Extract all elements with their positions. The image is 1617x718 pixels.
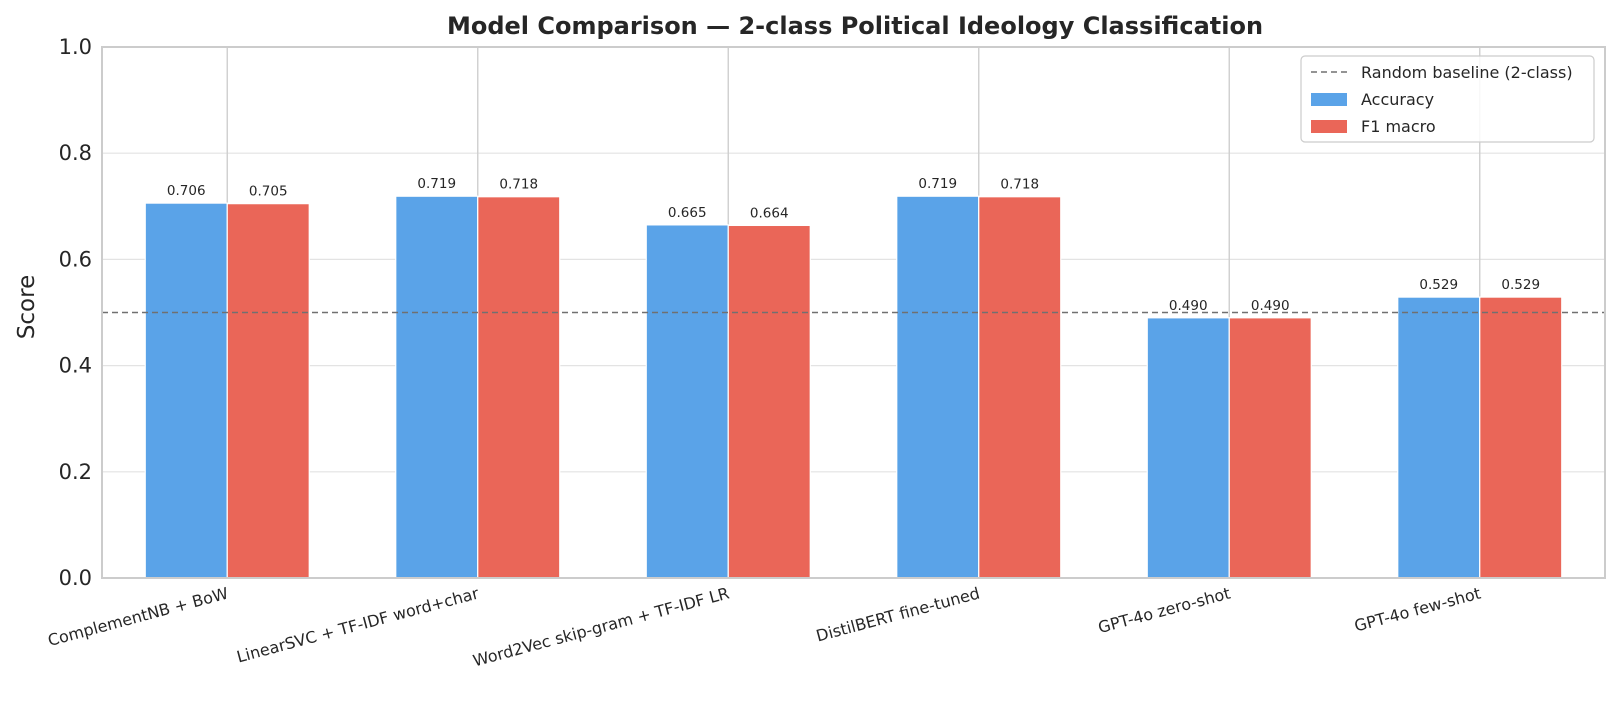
plot-frame [101,46,1606,579]
legend-swatch [1311,120,1347,133]
data-label: 0.665 [668,205,707,221]
bar[interactable] [896,195,980,579]
data-label: 0.718 [1000,177,1039,193]
data-label: 0.529 [1419,277,1458,293]
bars [144,195,1563,579]
data-label: 0.664 [750,205,789,221]
legend-label: Random baseline (2-class) [1361,63,1573,82]
bar[interactable] [144,202,228,579]
chart-title: Model Comparison — 2-class Political Ide… [447,12,1263,40]
x-tick-label: GPT-4o zero-shot [1096,584,1232,638]
y-tick-label: 0.2 [59,460,92,484]
bar[interactable] [727,224,811,579]
bar[interactable] [477,196,561,579]
legend-box [1300,55,1595,143]
x-tick-label: GPT-4o few-shot [1352,584,1483,636]
data-label: 0.719 [918,176,957,192]
x-tick-label: DistilBERT fine-tuned [814,584,982,646]
y-axis-label: Score [14,275,40,339]
bar[interactable] [395,195,479,579]
y-tick-label: 1.0 [59,35,92,59]
y-tick-label: 0.8 [59,141,92,165]
bar[interactable] [1397,296,1481,579]
y-tick-label: 0.4 [59,354,92,378]
bar[interactable] [645,224,729,579]
x-tick-label: Word2Vec skip-gram + TF-IDF LR [471,584,731,671]
legend-swatch [1311,93,1347,106]
data-label: 0.706 [167,183,206,199]
data-labels: 0.706 0.719 0.665 0.719 0.490 0.529 0.705 0.718… [167,176,1540,314]
data-label: 0.718 [499,177,538,193]
x-tick-label: ComplementNB + BoW [46,583,231,650]
legend-label: F1 macro [1361,117,1436,136]
data-label: 0.490 [1169,298,1208,314]
bar[interactable] [1146,317,1230,579]
bar[interactable] [1228,317,1312,579]
bar[interactable] [226,203,310,579]
y-tick-label: 0.6 [59,247,92,271]
data-label: 0.490 [1251,298,1290,314]
data-label: 0.705 [249,184,288,200]
data-label: 0.719 [417,176,456,192]
bar[interactable] [978,196,1062,579]
bar[interactable] [1479,296,1563,579]
legend-label: Accuracy [1361,90,1434,109]
x-tick-label: LinearSVC + TF-IDF word+char [235,583,482,666]
legend[interactable]: Random baseline (2-class) Accuracy F1 macr… [1300,55,1595,143]
data-label: 0.529 [1501,277,1540,293]
y-tick-label: 0.0 [59,566,92,590]
